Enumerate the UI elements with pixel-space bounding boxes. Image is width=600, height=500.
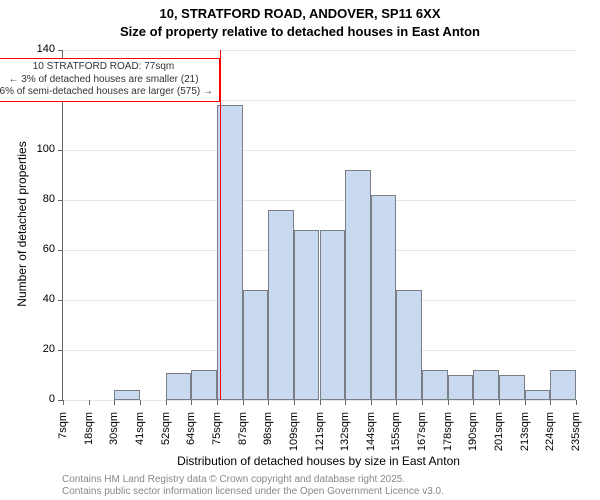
histogram-bar (114, 390, 140, 400)
y-tick-label: 20 (25, 343, 55, 355)
plot-area: 0204060801001201407sqm18sqm30sqm41sqm52s… (62, 50, 576, 401)
x-tick (243, 400, 244, 405)
chart-title-line1: 10, STRATFORD ROAD, ANDOVER, SP11 6XX (0, 6, 600, 21)
grid-line (63, 150, 576, 151)
y-tick (58, 50, 63, 51)
annotation-line: 10 STRATFORD ROAD: 77sqm (0, 61, 213, 74)
x-tick (448, 400, 449, 405)
y-tick (58, 250, 63, 251)
annotation-line: ← 3% of detached houses are smaller (21) (0, 74, 213, 87)
histogram-bar (191, 370, 217, 400)
histogram-bar (525, 390, 551, 400)
x-tick (140, 400, 141, 405)
histogram-bar (166, 373, 192, 401)
chart-title-line2: Size of property relative to detached ho… (0, 24, 600, 39)
histogram-bar (499, 375, 525, 400)
y-tick-label: 140 (25, 43, 55, 55)
x-tick (525, 400, 526, 405)
x-tick (499, 400, 500, 405)
x-tick (114, 400, 115, 405)
x-tick (191, 400, 192, 405)
y-tick (58, 350, 63, 351)
x-tick (550, 400, 551, 405)
y-tick (58, 200, 63, 201)
histogram-bar (243, 290, 269, 400)
histogram-bar (473, 370, 499, 400)
y-tick (58, 300, 63, 301)
x-tick (217, 400, 218, 405)
x-tick (166, 400, 167, 405)
x-tick (576, 400, 577, 405)
footer-line-2: Contains public sector information licen… (62, 486, 444, 497)
histogram-bar (422, 370, 448, 400)
grid-line (63, 50, 576, 51)
histogram-bar (448, 375, 474, 400)
x-axis-label: Distribution of detached houses by size … (62, 454, 575, 468)
x-tick (422, 400, 423, 405)
y-tick (58, 150, 63, 151)
histogram-bar (268, 210, 294, 400)
y-tick-label: 60 (25, 243, 55, 255)
grid-line (63, 200, 576, 201)
property-marker-line (220, 50, 221, 400)
histogram-bar (396, 290, 422, 400)
y-tick-label: 0 (25, 393, 55, 405)
y-tick-label: 40 (25, 293, 55, 305)
annotation-line: 96% of semi-detached houses are larger (… (0, 86, 213, 99)
x-tick (371, 400, 372, 405)
x-tick (396, 400, 397, 405)
y-tick-label: 80 (25, 193, 55, 205)
x-tick (89, 400, 90, 405)
chart-container: 10, STRATFORD ROAD, ANDOVER, SP11 6XX Si… (0, 0, 600, 500)
histogram-bar (550, 370, 576, 400)
footer-line-1: Contains HM Land Registry data © Crown c… (62, 474, 405, 485)
x-tick (345, 400, 346, 405)
x-tick (320, 400, 321, 405)
x-tick (63, 400, 64, 405)
y-tick-label: 100 (25, 143, 55, 155)
x-tick (473, 400, 474, 405)
x-tick (268, 400, 269, 405)
histogram-bar (371, 195, 397, 400)
x-tick (294, 400, 295, 405)
histogram-bar (294, 230, 320, 400)
annotation-box: 10 STRATFORD ROAD: 77sqm← 3% of detached… (0, 58, 220, 102)
histogram-bar (320, 230, 346, 400)
histogram-bar (345, 170, 371, 400)
